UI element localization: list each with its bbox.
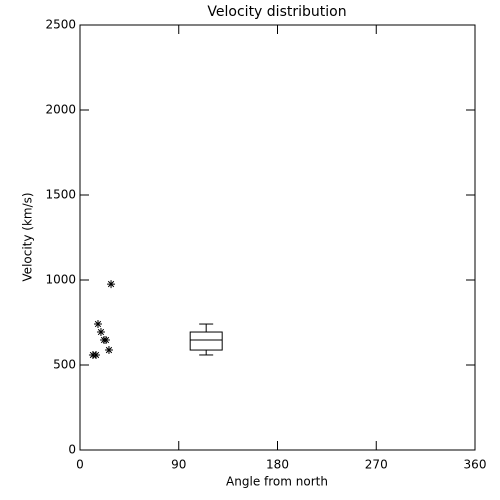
y-tick-label: 2500	[45, 18, 76, 32]
x-tick-label: 180	[266, 458, 289, 472]
x-tick-label: 90	[171, 458, 186, 472]
y-tick-label: 500	[53, 358, 76, 372]
plot-frame	[79, 24, 476, 451]
point	[104, 346, 113, 355]
x-axis-label: Angle from north	[226, 475, 328, 489]
y-tick-label: 0	[68, 443, 76, 457]
y-tick-label: 1000	[45, 273, 76, 287]
box	[189, 331, 223, 351]
y-tick-label: 2000	[45, 103, 76, 117]
point	[93, 320, 102, 329]
point	[107, 280, 116, 289]
point	[96, 328, 105, 337]
x-tick-label: 270	[365, 458, 388, 472]
point	[102, 336, 111, 345]
x-tick-label: 360	[464, 458, 487, 472]
chart-title: Velocity distribution	[207, 4, 346, 20]
y-axis-label: Velocity (km/s)	[21, 192, 35, 281]
y-tick-label: 1500	[45, 188, 76, 202]
point	[92, 350, 101, 359]
x-tick-label: 0	[76, 458, 84, 472]
